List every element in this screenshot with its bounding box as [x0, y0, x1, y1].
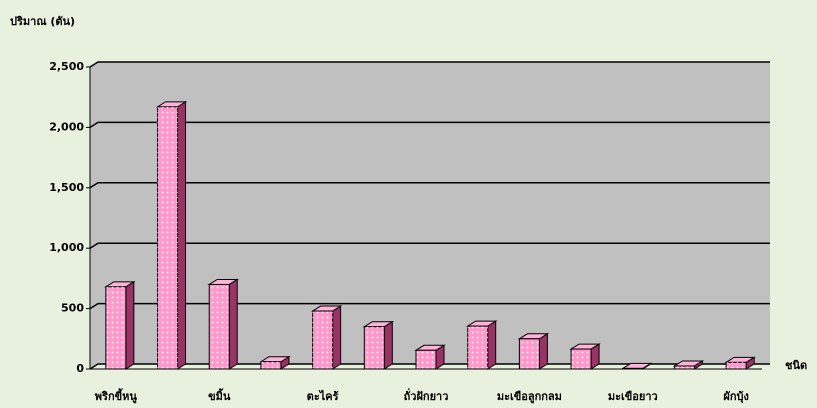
bar — [672, 360, 705, 370]
y-tick-label: 500 — [61, 302, 84, 315]
bar — [414, 344, 446, 370]
bar — [621, 362, 653, 370]
bar-dots — [674, 365, 695, 369]
y-axis-label: ปริมาณ (ตัน) — [10, 15, 75, 28]
y-tick-label: 2,000 — [49, 120, 84, 133]
bar-side — [487, 320, 497, 370]
x-tick-label: พริกขี้หนู — [95, 388, 138, 404]
bar — [104, 280, 136, 370]
y-tick-label: 0 — [76, 362, 84, 375]
bar-side — [177, 100, 187, 370]
bar — [155, 100, 188, 370]
bar-dots — [209, 284, 230, 369]
bar — [310, 305, 343, 370]
x-tick-label: ถั่วฝักยาว — [404, 388, 449, 403]
grid-line — [89, 61, 770, 68]
x-tick-label: มะเขือลูกกลม — [497, 390, 562, 404]
bar-dots — [726, 362, 747, 369]
bar-side — [332, 305, 342, 370]
bar-dots — [105, 286, 126, 369]
bar — [362, 320, 395, 370]
bar-dots — [519, 338, 540, 369]
bar-dots — [622, 368, 643, 369]
x-tick-label: ผักบุ้ง — [723, 390, 748, 404]
y-tick-label: 2,500 — [49, 60, 84, 73]
bar-dots — [260, 361, 281, 369]
bar — [724, 356, 756, 370]
x-tick-label: ตะไคร้ — [307, 389, 339, 403]
bar-dots — [312, 311, 333, 369]
x-tick-label: มะเขือยาว — [608, 390, 658, 403]
bar — [569, 343, 601, 370]
plot-area — [90, 62, 770, 369]
bar-side — [125, 280, 135, 370]
grid-line — [89, 121, 770, 129]
x-axis-label: ชนิด — [785, 359, 807, 372]
bar — [517, 332, 550, 370]
bar-side — [383, 320, 393, 370]
grid-line — [89, 242, 770, 249]
y-tick-label: 1,000 — [49, 241, 84, 254]
bar-dots — [157, 106, 178, 369]
grid-line — [89, 302, 770, 310]
y-tick-label: 1,500 — [49, 181, 84, 194]
bar-side — [228, 278, 238, 370]
bar — [207, 278, 239, 370]
bar — [465, 320, 498, 370]
grid-line — [89, 182, 770, 189]
bar-dots — [364, 326, 385, 369]
bar-dots — [571, 349, 592, 369]
bar-dots — [416, 350, 436, 369]
bar-dots — [467, 326, 488, 369]
bar — [259, 355, 291, 370]
x-tick-label: ขมิ้น — [208, 388, 231, 403]
bar-side — [538, 332, 548, 370]
